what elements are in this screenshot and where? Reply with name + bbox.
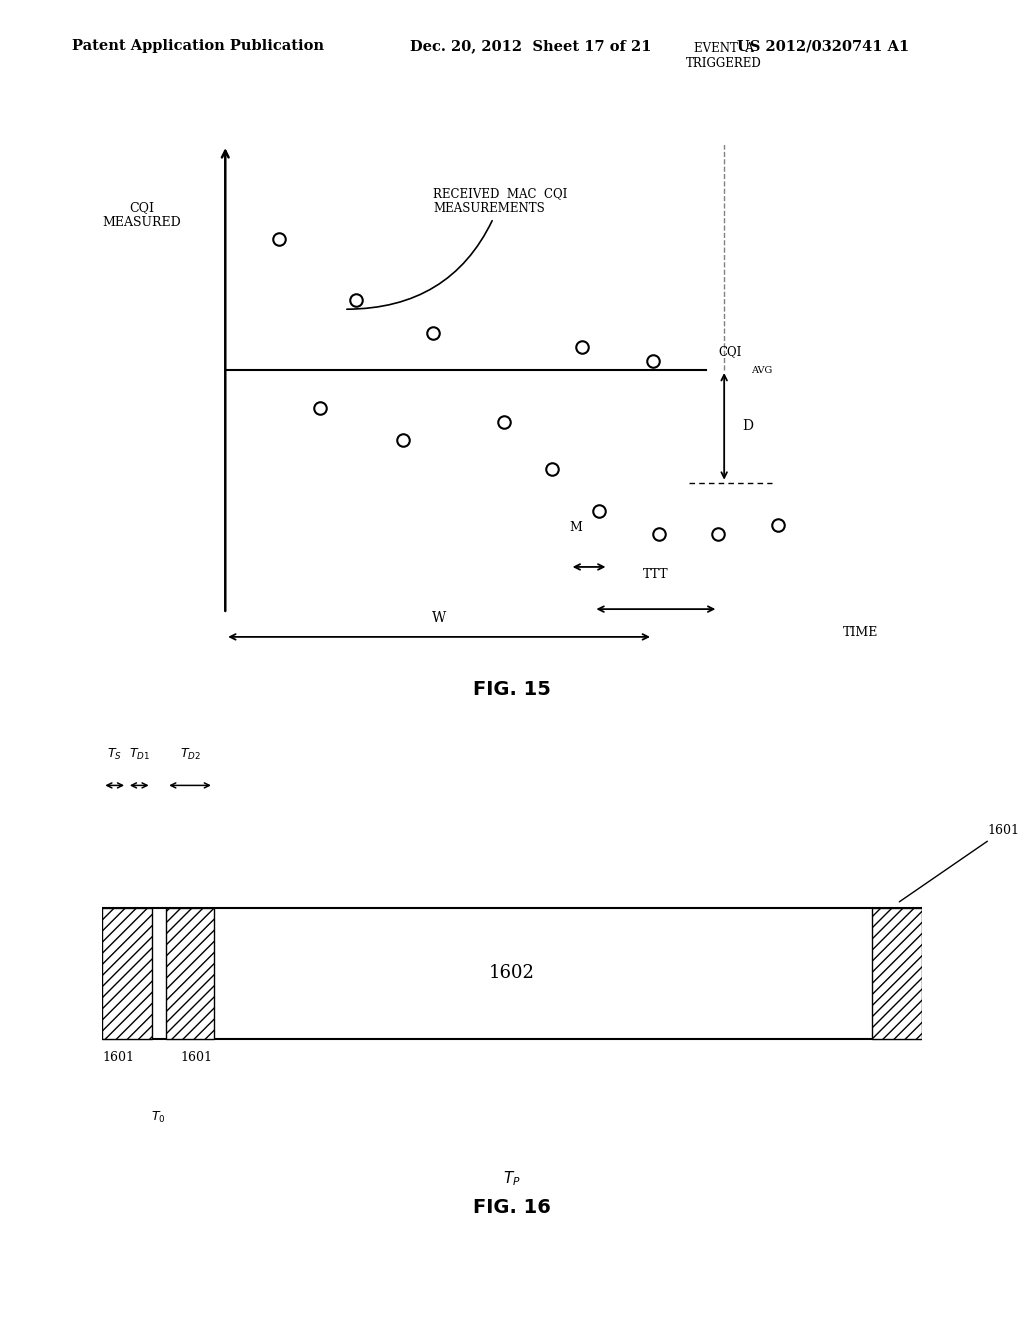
Text: W: W [432, 611, 446, 624]
Text: 1601: 1601 [102, 1051, 134, 1064]
Text: M: M [569, 521, 582, 535]
Text: RECEIVED  MAC  CQI
MEASUREMENTS: RECEIVED MAC CQI MEASUREMENTS [347, 187, 567, 309]
Text: FIG. 16: FIG. 16 [473, 1199, 551, 1217]
Bar [166, 908, 214, 1039]
Text: AVG: AVG [751, 366, 772, 375]
Text: Dec. 20, 2012  Sheet 17 of 21: Dec. 20, 2012 Sheet 17 of 21 [410, 40, 651, 53]
Text: FIG. 15: FIG. 15 [473, 680, 551, 698]
Text: CQI
MEASURED: CQI MEASURED [102, 202, 181, 230]
Text: $T_{D2}$: $T_{D2}$ [179, 747, 201, 762]
Text: $T_S$: $T_S$ [108, 747, 122, 762]
Text: $T_P$: $T_P$ [503, 1170, 521, 1188]
Text: TTT: TTT [643, 568, 669, 581]
Text: 1601: 1601 [180, 1051, 213, 1064]
Text: US 2012/0320741 A1: US 2012/0320741 A1 [737, 40, 909, 53]
Bar [102, 908, 152, 1039]
Text: D: D [742, 420, 753, 433]
Text: 1601: 1601 [899, 824, 1019, 902]
Text: CQI: CQI [718, 345, 741, 358]
Text: TIME: TIME [843, 626, 879, 639]
Text: $T_{D1}$: $T_{D1}$ [129, 747, 150, 762]
Bar [872, 908, 922, 1039]
Text: $T_0$: $T_0$ [151, 1110, 166, 1125]
Text: EVENT  A
TRIGGERED: EVENT A TRIGGERED [686, 42, 762, 70]
Text: 1602: 1602 [489, 965, 535, 982]
Bar [102, 908, 922, 1039]
Text: Patent Application Publication: Patent Application Publication [72, 40, 324, 53]
